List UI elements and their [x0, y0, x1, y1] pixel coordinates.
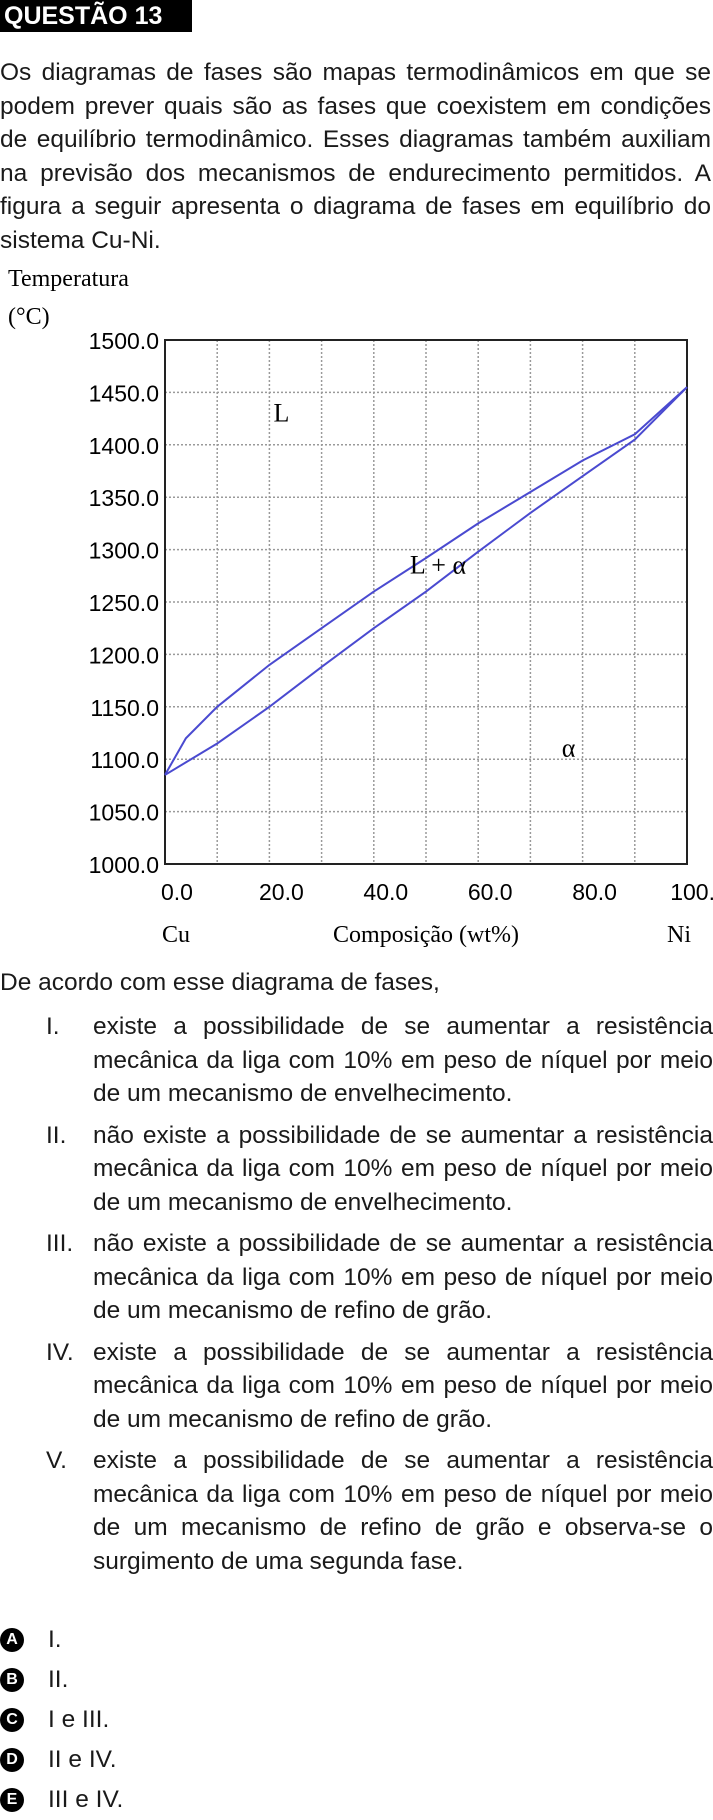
- statement-numeral: IV.: [46, 1338, 74, 1366]
- x-axis-right-label: Ni: [667, 922, 691, 948]
- region-label: L: [273, 398, 289, 427]
- option-b-text: II.: [48, 1666, 69, 1693]
- y-tick-label: 1000.0: [89, 852, 159, 878]
- x-tick-label: 40.0: [363, 879, 408, 905]
- option-a-badge: A: [0, 1628, 24, 1652]
- y-tick-label: 1350.0: [89, 485, 159, 511]
- x-tick-label: 20.0: [259, 879, 304, 905]
- statement-item: V. existe a possibilidade de se aumentar …: [0, 1444, 713, 1578]
- y-tick-label: 1150.0: [90, 695, 159, 721]
- y-axis-label-line2: (°C): [8, 304, 50, 330]
- option-e-badge: E: [0, 1788, 24, 1812]
- statement-item: II. não existe a possibilidade de se aume…: [0, 1119, 713, 1220]
- intro-paragraph: Os diagramas de fases são mapas termodin…: [0, 59, 711, 254]
- solidus-line: [164, 386, 688, 776]
- x-tick-label: 0.0: [161, 879, 193, 905]
- y-tick-label: 1300.0: [89, 538, 159, 564]
- y-tick-label: 1100.0: [90, 747, 159, 773]
- x-tick-label: 60.0: [468, 879, 513, 905]
- y-tick-label: 1250.0: [89, 590, 159, 616]
- statement-numeral: II.: [46, 1121, 67, 1149]
- x-axis-left-label: Cu: [162, 922, 190, 948]
- x-tick-label: 100.0: [670, 879, 713, 905]
- option-c-badge: C: [0, 1708, 24, 1732]
- statement-text: não existe a possibilidade de se aumenta…: [93, 1121, 713, 1216]
- statement-text: não existe a possibilidade de se aumenta…: [93, 1230, 713, 1324]
- x-tick-label: 80.0: [572, 879, 617, 905]
- y-tick-label: 1200.0: [89, 642, 159, 668]
- y-tick-label: 1400.0: [89, 433, 159, 459]
- question-title: QUESTÃO 13: [0, 0, 192, 32]
- option-d-badge: D: [0, 1748, 24, 1772]
- statement-text: existe a possibilidade de se aumentar a …: [93, 1447, 713, 1575]
- option-e-text: III e IV.: [48, 1786, 124, 1813]
- region-label: α: [562, 734, 576, 763]
- statement-item: III. não existe a possibilidade de se aum…: [0, 1227, 713, 1328]
- y-tick-label: 1450.0: [89, 380, 159, 406]
- y-tick-label: 1500.0: [89, 328, 159, 354]
- option-a-text: I.: [48, 1626, 62, 1653]
- option-b-badge: B: [0, 1668, 24, 1692]
- phase-diagram-chart: 1000.0 1050.0 1100.0 1150.0 1200.0 1250.0 1300…: [0, 262, 713, 952]
- liquidus-line: [164, 386, 688, 776]
- statement-list: I. existe a possibilidade de se aumentar …: [0, 1010, 713, 1586]
- option-d-text: II e IV.: [48, 1746, 117, 1773]
- y-axis-label-line1: Temperatura: [8, 266, 129, 292]
- statement-numeral: I.: [46, 1013, 60, 1040]
- lead-sentence: De acordo com esse diagrama de fases,: [0, 969, 440, 996]
- region-label: L + α: [410, 550, 467, 579]
- statement-text: existe a possibilidade de se aumentar a …: [93, 1013, 713, 1107]
- statement-numeral: V.: [46, 1447, 67, 1474]
- statement-numeral: III.: [46, 1230, 74, 1257]
- statement-item: I. existe a possibilidade de se aumentar …: [0, 1010, 713, 1111]
- statement-item: IV. existe a possibilidade de se aumentar…: [0, 1336, 713, 1437]
- plot-frame: [164, 339, 688, 865]
- x-axis-label: Composição (wt%): [333, 922, 519, 948]
- y-tick-label: 1050.0: [89, 800, 159, 826]
- option-c-text: I e III.: [48, 1706, 110, 1733]
- statement-text: existe a possibilidade de se aumentar a …: [93, 1338, 713, 1433]
- phase-diagram-svg: 1000.0 1050.0 1100.0 1150.0 1200.0 1250.0 1300…: [8, 266, 713, 948]
